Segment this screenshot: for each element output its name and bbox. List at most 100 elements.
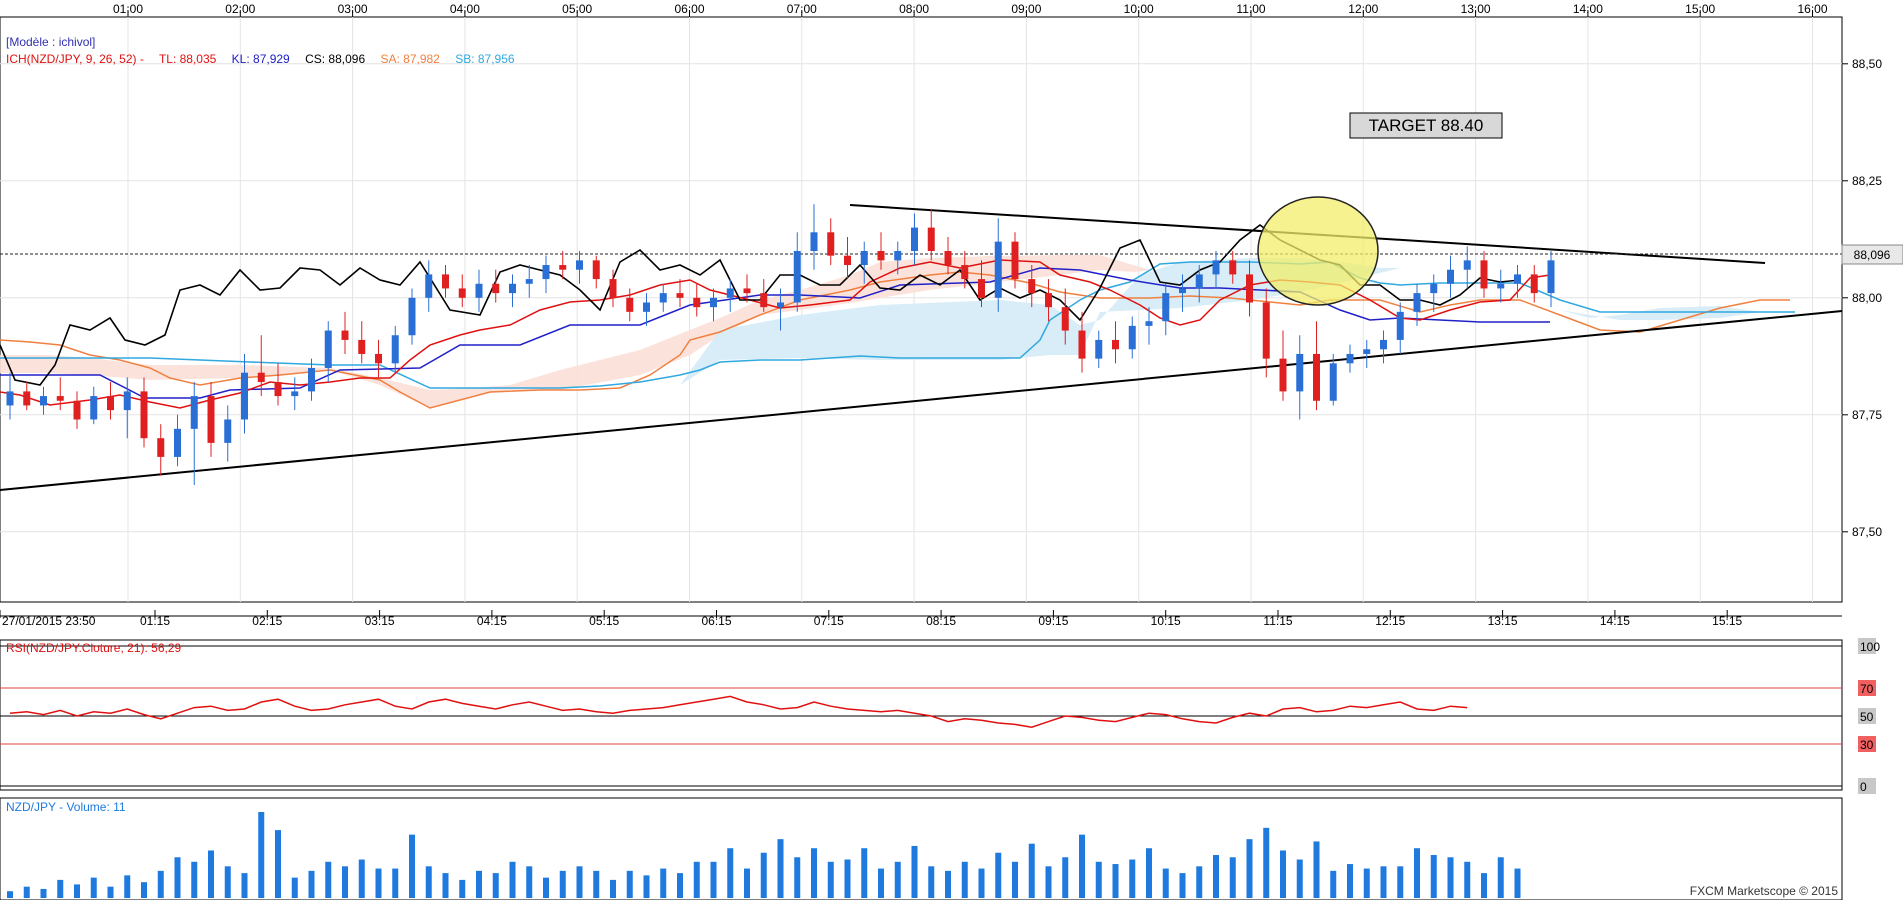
candle-body — [1447, 269, 1454, 284]
top-axis-label: 13:00 — [1461, 2, 1491, 16]
top-axis-label: 07:00 — [787, 2, 817, 16]
last-price-tag: 88,096 — [1841, 244, 1903, 265]
kumo-cloud-bullish — [680, 258, 1400, 385]
candle-body — [391, 335, 399, 364]
volume-bar — [894, 861, 901, 898]
volume-bar — [861, 848, 868, 898]
candle-body — [375, 353, 382, 364]
volume-bar — [777, 839, 784, 898]
candle-body — [1212, 260, 1220, 275]
candle-body — [1430, 283, 1438, 294]
price-y-axis: 88,50 88,25 88,00 87,75 87,50 — [1842, 57, 1882, 539]
legend-kl: KL: 87,929 — [232, 52, 290, 66]
volume-bar — [1213, 855, 1219, 898]
volume-bar — [1347, 864, 1353, 898]
candle-body — [1396, 311, 1404, 340]
candle-body — [542, 265, 550, 280]
volume-panel-frame — [0, 797, 1843, 900]
volume-bar — [325, 861, 332, 898]
y-axis-label: 87,75 — [1852, 408, 1882, 422]
candle-body — [1095, 339, 1103, 359]
volume-bar — [928, 866, 935, 898]
candle-body — [157, 438, 165, 457]
volume-bar — [643, 875, 650, 898]
volume-bar — [1397, 866, 1404, 898]
candle-body — [291, 391, 299, 397]
volume-bar — [1062, 857, 1069, 898]
candle-body — [107, 396, 114, 411]
target-annotation: TARGET 88.40 — [1349, 112, 1503, 139]
candle-body — [877, 251, 885, 261]
volume-bar — [1514, 868, 1521, 898]
candle-body — [643, 302, 650, 312]
volume-bar — [90, 877, 97, 898]
candle-body — [1530, 274, 1538, 294]
candle-body — [140, 391, 148, 439]
volume-bar — [1028, 843, 1035, 898]
bottom-axis-label: 10:15 — [1151, 614, 1181, 628]
volume-bar — [844, 859, 851, 898]
volume-bar — [124, 875, 131, 898]
candle-body — [1246, 274, 1253, 303]
top-axis-label: 12:00 — [1348, 2, 1378, 16]
volume-bar — [660, 868, 667, 898]
candle-body — [1313, 353, 1320, 401]
volume-bar — [1012, 861, 1018, 898]
volume-bar — [710, 861, 717, 898]
volume-bar — [1146, 848, 1152, 898]
rsi-level-box — [1858, 708, 1876, 724]
rsi-label: RSI(NZD/JPY.Cloture, 21): 56,29 — [6, 641, 182, 655]
volume-bar — [995, 852, 1002, 898]
candle-body — [793, 251, 801, 303]
candle-body — [1011, 241, 1019, 280]
candle-body — [760, 293, 768, 308]
volume-bar — [258, 812, 265, 898]
volume-bar — [693, 861, 700, 898]
candle-body — [710, 297, 717, 308]
candle-body — [308, 368, 315, 392]
volume-bar — [425, 866, 432, 898]
volume-bar — [442, 873, 449, 898]
volume-bar — [1129, 859, 1136, 898]
top-axis-label: 15:00 — [1685, 2, 1715, 16]
volume-bar — [1196, 866, 1203, 898]
y-axis-label: 88,00 — [1852, 291, 1882, 305]
rsi-level-label: 50 — [1860, 710, 1874, 724]
candle-body — [224, 419, 232, 443]
volume-bar — [760, 852, 767, 898]
top-axis-label: 05:00 — [562, 2, 592, 16]
volume-bar — [1464, 861, 1471, 898]
bottom-axis-label: 11:15 — [1263, 614, 1292, 628]
volume-bar — [1280, 850, 1286, 898]
candle-body — [190, 396, 198, 429]
candle-body — [1262, 302, 1270, 359]
rsi-level-box — [1858, 778, 1876, 794]
bottom-axis-label: 13:15 — [1488, 614, 1518, 628]
candle-body — [207, 396, 215, 443]
volume-bar — [342, 866, 348, 898]
candle-body — [174, 428, 181, 457]
candle-body — [324, 330, 332, 368]
candle-body — [609, 279, 617, 298]
bottom-axis-label: 08:15 — [926, 614, 956, 628]
senkou-span-a-line — [0, 271, 1790, 409]
candle-body — [911, 227, 918, 251]
volume-bar — [224, 866, 231, 898]
candle-body — [676, 293, 684, 298]
candle-body — [1279, 358, 1287, 392]
volume-bar — [157, 870, 164, 898]
top-axis-label: 01:00 — [113, 2, 143, 16]
legend-tl: TL: 88,035 — [159, 52, 217, 66]
candle-body — [1179, 288, 1186, 294]
candle-body — [1480, 260, 1488, 289]
volume-bar — [409, 834, 415, 898]
last-price-label: 88,096 — [1854, 248, 1891, 262]
top-axis-label: 06:00 — [674, 2, 704, 16]
top-axis-label: 08:00 — [899, 2, 929, 16]
volume-bar — [794, 857, 801, 898]
candle-body — [56, 396, 64, 401]
kumo-cloud-bearish — [0, 255, 1150, 408]
volume-bar — [727, 848, 734, 898]
volume-bar — [40, 888, 47, 898]
